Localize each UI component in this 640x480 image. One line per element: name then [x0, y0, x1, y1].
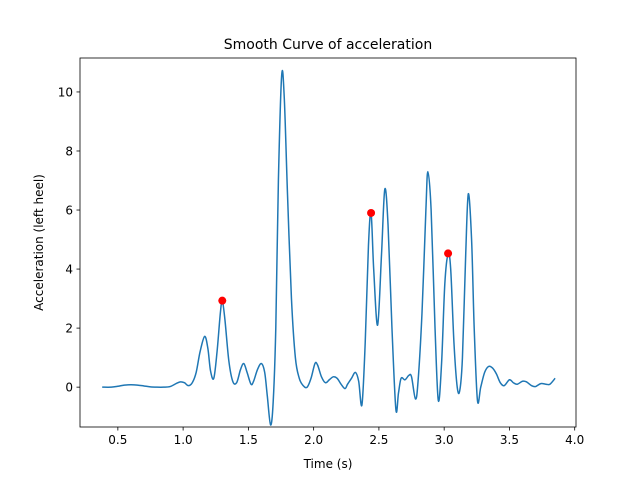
x-axis-ticks: 0.5 1.0 1.5 2.0 2.5 3.0 3.5 4.0	[108, 427, 584, 447]
y-tick-label: 0	[65, 381, 73, 395]
x-tick-label: 0.5	[108, 433, 127, 447]
series-line-0	[102, 69, 556, 426]
peak-marker-1	[367, 208, 376, 217]
x-tick-label: 2.5	[369, 433, 388, 447]
x-tick-label: 2.0	[304, 433, 323, 447]
y-axis-label: Acceleration (left heel)	[32, 174, 46, 311]
peak-marker-2	[444, 249, 453, 258]
axes-frame	[79, 57, 577, 428]
x-tick-label: 3.0	[435, 433, 454, 447]
y-tick-label: 8	[65, 144, 73, 158]
x-tick-label: 1.0	[174, 433, 193, 447]
y-tick-label: 2	[65, 322, 73, 336]
y-tick-label: 4	[65, 263, 73, 277]
plot-area: 0.5 1.0 1.5 2.0 2.5 3.0 3.5 4.0 0 2 4 6 8 10	[58, 57, 584, 447]
data-layer	[102, 69, 556, 426]
y-axis-ticks: 0 2 4 6 8 10	[58, 85, 80, 395]
chart-title: Smooth Curve of acceleration	[224, 37, 432, 53]
x-tick-label: 3.5	[500, 433, 519, 447]
peak-marker-0	[218, 296, 227, 305]
y-tick-label: 10	[58, 85, 73, 99]
x-tick-label: 4.0	[565, 433, 584, 447]
x-axis-label: Time (s)	[303, 457, 353, 471]
x-tick-label: 1.5	[239, 433, 258, 447]
y-tick-label: 6	[65, 204, 73, 218]
